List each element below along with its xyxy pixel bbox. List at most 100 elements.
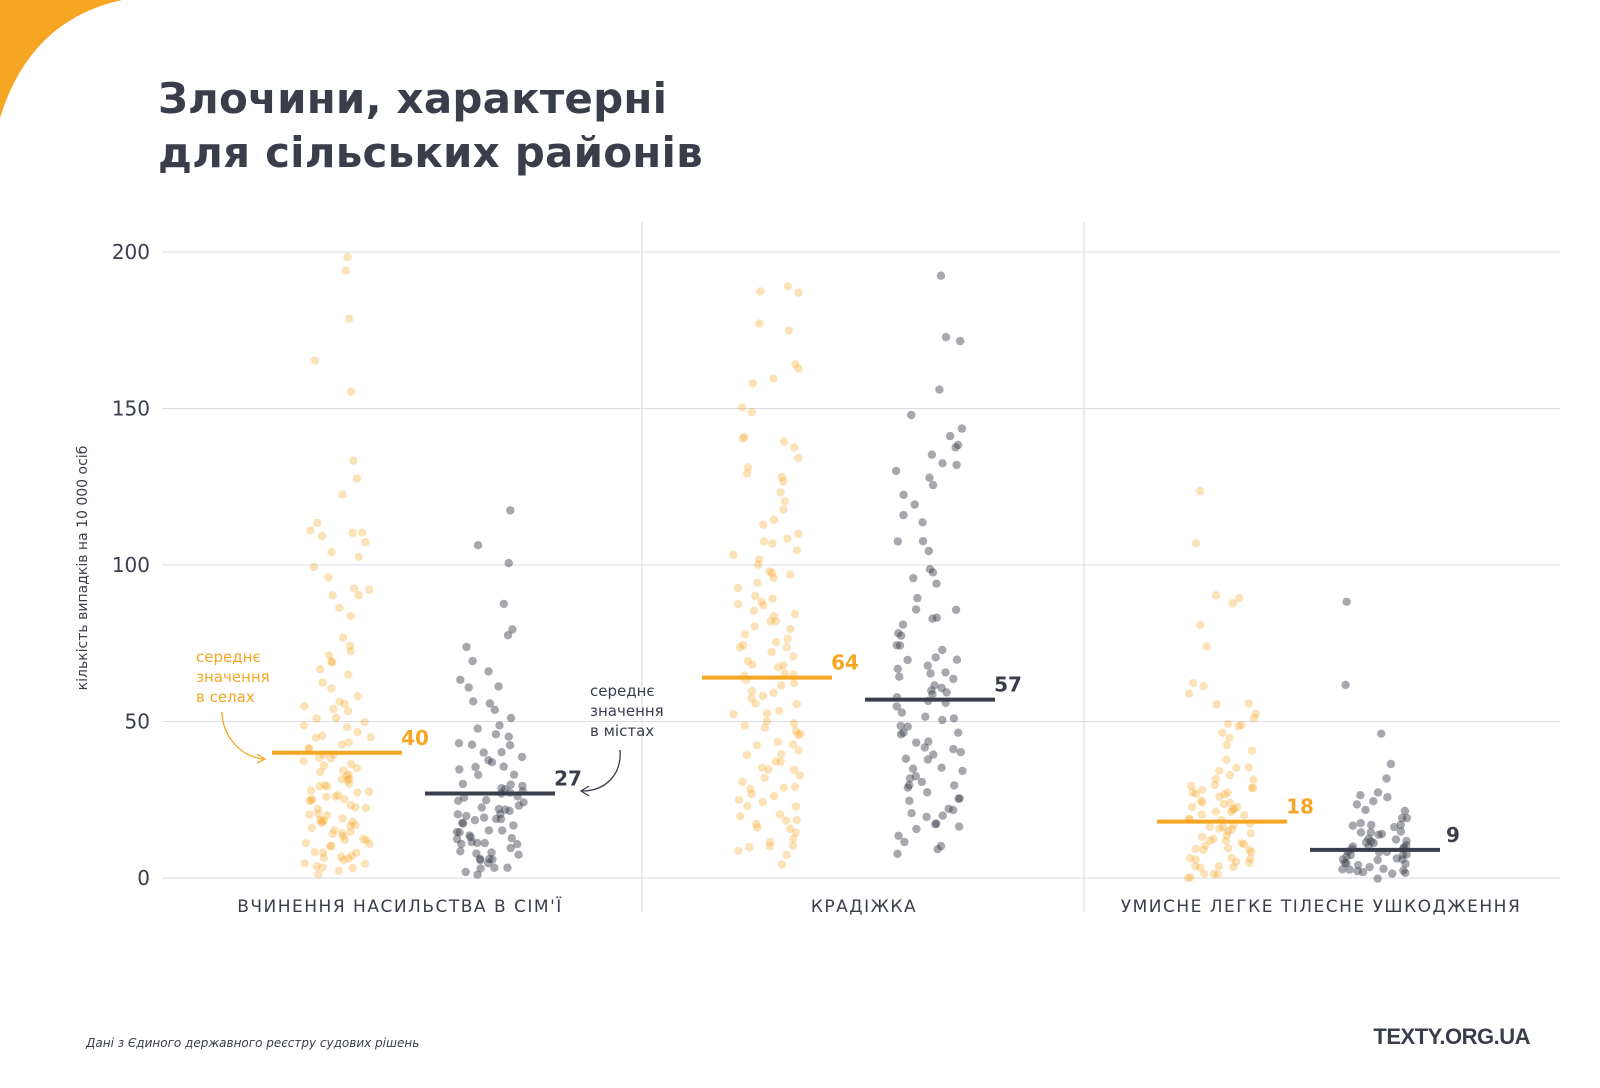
data-point-cities-2-58 <box>949 714 959 723</box>
data-point-villages-3-7 <box>1202 642 1211 651</box>
data-point-villages-3-15 <box>1223 719 1233 729</box>
data-point-villages-1-60 <box>352 764 362 773</box>
data-point-villages-1-80 <box>340 794 349 804</box>
data-point-cities-2-48 <box>937 683 946 693</box>
mean-label-villages-1: 40 <box>401 726 429 750</box>
data-point-cities-2-70 <box>929 750 938 759</box>
data-point-villages-3-1 <box>1195 486 1205 496</box>
data-point-cities-2-16 <box>899 490 908 499</box>
data-point-cities-2-28 <box>911 605 921 614</box>
data-point-villages-2-123 <box>782 850 791 860</box>
data-point-villages-3-67 <box>1239 840 1249 849</box>
data-point-cities-1-51 <box>501 805 510 814</box>
data-point-villages-2-26 <box>794 529 803 538</box>
data-point-cities-2-71 <box>901 754 911 763</box>
data-point-villages-3-10 <box>1184 689 1194 698</box>
data-point-villages-1-85 <box>313 804 323 814</box>
data-point-villages-1-25 <box>338 633 348 642</box>
data-point-villages-3-12 <box>1212 700 1221 709</box>
category-label-3: УМИСНЕ ЛЕГКЕ ТІЛЕСНЕ УШКОДЖЕННЯ <box>1121 897 1522 917</box>
data-point-villages-2-103 <box>747 789 756 799</box>
data-point-cities-1-4 <box>499 599 508 609</box>
data-point-cities-3-23 <box>1377 829 1387 839</box>
data-point-cities-1-39 <box>497 784 506 793</box>
mean-label-villages-3: 18 <box>1286 795 1314 819</box>
data-point-villages-1-3 <box>345 314 354 323</box>
data-point-cities-3-26 <box>1364 834 1373 843</box>
data-point-cities-1-10 <box>456 675 465 684</box>
data-point-villages-3-83 <box>1229 862 1238 872</box>
data-point-cities-3-25 <box>1374 830 1383 839</box>
data-point-villages-1-124 <box>312 862 321 871</box>
data-point-villages-1-69 <box>344 779 354 788</box>
data-point-cities-2-98 <box>933 845 942 854</box>
data-point-villages-1-11 <box>306 526 315 535</box>
data-point-cities-3-12 <box>1400 806 1410 816</box>
data-point-villages-2-14 <box>780 437 789 446</box>
data-point-villages-1-21 <box>328 591 337 600</box>
data-point-cities-2-60 <box>896 721 905 731</box>
data-point-villages-1-99 <box>330 826 339 835</box>
data-point-villages-2-112 <box>781 816 791 825</box>
data-point-villages-1-33 <box>318 678 327 687</box>
data-point-cities-1-82 <box>485 854 494 864</box>
data-point-villages-2-104 <box>769 792 779 801</box>
data-point-villages-1-89 <box>314 809 323 819</box>
data-point-villages-1-92 <box>319 816 328 825</box>
data-point-cities-2-45 <box>895 672 904 681</box>
data-point-cities-1-66 <box>465 831 474 840</box>
data-point-villages-1-6 <box>349 456 358 465</box>
data-point-villages-3-31 <box>1198 785 1207 795</box>
data-point-cities-3-50 <box>1340 858 1350 868</box>
data-point-cities-2-38 <box>931 653 940 662</box>
brand-logo[interactable]: TEXTY.ORG.UA <box>1373 1024 1530 1049</box>
data-point-villages-2-4 <box>755 319 764 328</box>
data-point-cities-2-14 <box>925 473 934 482</box>
data-point-cities-2-9 <box>951 443 960 452</box>
data-point-cities-2-27 <box>913 593 922 603</box>
data-point-cities-2-21 <box>893 537 902 546</box>
data-point-villages-1-37 <box>340 699 349 709</box>
data-point-villages-1-39 <box>329 704 338 714</box>
data-point-villages-2-32 <box>755 555 764 564</box>
data-point-cities-2-91 <box>932 819 941 828</box>
data-point-cities-2-34 <box>897 631 906 640</box>
data-point-cities-1-88 <box>461 867 470 877</box>
data-point-villages-1-10 <box>358 528 367 537</box>
data-point-cities-3-56 <box>1379 864 1388 873</box>
data-point-cities-2-93 <box>954 822 964 831</box>
data-point-cities-1-63 <box>455 828 464 837</box>
data-point-villages-1-74 <box>364 787 374 796</box>
data-point-cities-1-17 <box>495 721 504 730</box>
data-point-villages-3-38 <box>1191 789 1200 798</box>
data-point-villages-3-29 <box>1210 780 1220 790</box>
data-point-cities-3-2 <box>1341 680 1350 690</box>
data-point-villages-3-47 <box>1226 807 1236 817</box>
data-point-cities-3-14 <box>1397 813 1407 823</box>
data-point-cities-2-33 <box>894 629 903 638</box>
data-point-villages-1-9 <box>313 518 322 528</box>
data-point-villages-3-76 <box>1227 853 1236 863</box>
data-point-villages-2-18 <box>742 469 752 478</box>
data-point-cities-2-18 <box>899 510 908 520</box>
data-point-villages-3-33 <box>1188 788 1197 797</box>
data-point-villages-3-46 <box>1211 807 1221 816</box>
data-point-villages-3-65 <box>1221 836 1231 845</box>
title-line-2: для сільських районів <box>158 128 703 177</box>
data-point-cities-3-54 <box>1338 865 1347 874</box>
data-point-cities-2-42 <box>893 664 902 673</box>
data-point-cities-2-62 <box>899 728 908 737</box>
data-point-cities-3-29 <box>1361 838 1371 847</box>
data-point-villages-3-35 <box>1220 790 1229 799</box>
data-point-villages-2-107 <box>743 802 752 811</box>
data-point-cities-1-6 <box>503 631 513 640</box>
data-point-villages-2-51 <box>786 624 795 634</box>
data-point-villages-2-105 <box>734 795 744 805</box>
data-point-cities-1-25 <box>479 748 488 757</box>
data-point-villages-3-19 <box>1225 733 1234 742</box>
data-point-villages-1-43 <box>360 718 369 727</box>
data-point-villages-1-62 <box>319 761 329 770</box>
data-point-villages-1-105 <box>340 835 349 845</box>
data-point-villages-1-1 <box>343 252 352 262</box>
data-point-villages-1-8 <box>338 490 347 499</box>
